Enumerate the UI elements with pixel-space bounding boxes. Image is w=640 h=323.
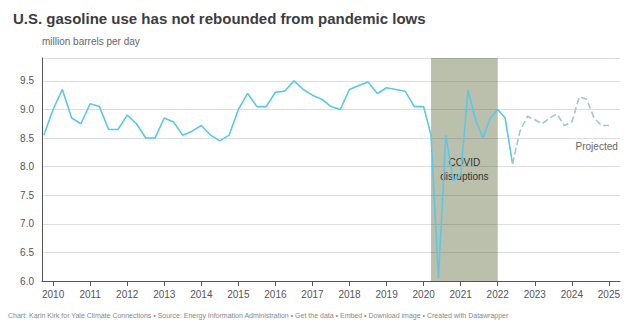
svg-text:2010: 2010 xyxy=(42,289,65,300)
svg-text:2022: 2022 xyxy=(487,289,510,300)
svg-text:Projected: Projected xyxy=(576,141,618,152)
svg-text:2012: 2012 xyxy=(116,289,139,300)
svg-text:2020: 2020 xyxy=(413,289,436,300)
svg-text:2015: 2015 xyxy=(227,289,250,300)
svg-text:9.5: 9.5 xyxy=(20,75,34,86)
svg-text:6.0: 6.0 xyxy=(20,276,34,287)
svg-text:2023: 2023 xyxy=(524,289,547,300)
svg-text:Chart: Karin Kirk for Yale Cli: Chart: Karin Kirk for Yale Climate Conne… xyxy=(8,312,509,320)
svg-text:7.5: 7.5 xyxy=(20,190,34,201)
svg-text:2021: 2021 xyxy=(450,289,473,300)
svg-text:9.0: 9.0 xyxy=(20,104,34,115)
svg-text:8.5: 8.5 xyxy=(20,133,34,144)
svg-text:2014: 2014 xyxy=(190,289,213,300)
svg-text:2017: 2017 xyxy=(301,289,324,300)
svg-text:million barrels per day: million barrels per day xyxy=(42,36,140,47)
svg-text:COVID: COVID xyxy=(449,157,481,168)
svg-text:8.0: 8.0 xyxy=(20,161,34,172)
svg-text:2024: 2024 xyxy=(561,289,584,300)
svg-text:2018: 2018 xyxy=(338,289,361,300)
svg-text:U.S. gasoline use has not rebo: U.S. gasoline use has not rebounded from… xyxy=(13,10,426,27)
svg-text:disruptions: disruptions xyxy=(440,171,488,182)
svg-text:6.5: 6.5 xyxy=(20,247,34,258)
svg-text:2013: 2013 xyxy=(153,289,176,300)
svg-text:2016: 2016 xyxy=(264,289,287,300)
svg-text:2019: 2019 xyxy=(375,289,398,300)
svg-text:2011: 2011 xyxy=(79,289,101,300)
svg-text:7.0: 7.0 xyxy=(20,218,34,229)
svg-text:2025: 2025 xyxy=(598,289,621,300)
